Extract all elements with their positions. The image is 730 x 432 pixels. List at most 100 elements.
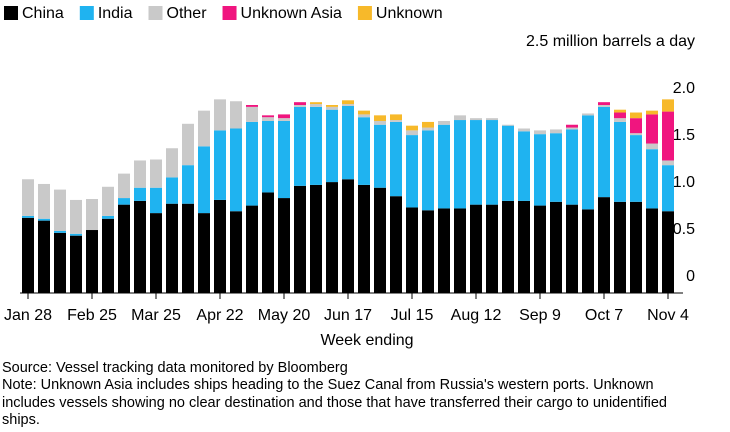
bar-segment <box>86 230 98 293</box>
bar-segment <box>182 123 194 166</box>
legend-label: Unknown Asia <box>241 5 342 22</box>
bar-segment <box>246 121 258 206</box>
bar-segment <box>662 165 674 212</box>
y-tick-label: 1.0 <box>673 174 695 191</box>
bar-segment <box>118 198 130 205</box>
bar-segment <box>630 135 642 202</box>
bar-segment <box>630 201 642 293</box>
bar-segment <box>614 118 626 122</box>
bar-segment <box>358 184 370 293</box>
bar-segment <box>54 189 66 231</box>
bar-segment <box>662 211 674 293</box>
bar-segment <box>614 112 626 119</box>
bar-segment <box>294 102 306 105</box>
bar-segment <box>598 102 610 105</box>
bar-segment <box>230 101 242 129</box>
bar-segment <box>534 205 546 293</box>
bar-segment <box>310 184 322 293</box>
bar-segment <box>102 218 114 293</box>
bar-segment <box>262 120 274 193</box>
x-tick-label: Aug 12 <box>451 307 502 324</box>
bar-segment <box>422 121 434 128</box>
bar-segment <box>518 131 530 201</box>
bar-segment <box>582 113 594 116</box>
bar-segment <box>198 213 210 293</box>
bar-segment <box>550 201 562 293</box>
legend-label: Unknown <box>376 5 443 22</box>
bar-segment <box>374 187 386 293</box>
bar-segment <box>502 125 514 201</box>
bar-segment <box>166 203 178 293</box>
bar-segment <box>278 118 290 121</box>
bar-segment <box>310 106 322 185</box>
bar-segment <box>646 114 658 144</box>
bar-segment <box>230 128 242 212</box>
bar-segment <box>438 208 450 293</box>
legend-swatch <box>79 6 94 20</box>
bar-segment <box>278 120 290 199</box>
bar-segment <box>22 179 34 216</box>
bar-segment <box>214 130 226 200</box>
bar-segment <box>86 199 98 231</box>
bar-segment <box>70 235 82 293</box>
bar-segment <box>358 114 370 118</box>
bar-segment <box>38 183 50 219</box>
bar-segment <box>614 201 626 293</box>
bar-segment <box>662 111 674 161</box>
x-tick-label: Jun 17 <box>324 307 372 324</box>
bar-segment <box>630 118 642 134</box>
bar-segment <box>102 215 114 219</box>
legend-swatch <box>4 6 18 20</box>
bar-segment <box>614 121 626 202</box>
bar-segment <box>150 187 162 214</box>
bar-segment <box>166 177 178 204</box>
bar-segment <box>662 160 674 166</box>
bar-segment <box>102 186 114 216</box>
bar-segment <box>454 208 466 293</box>
bar-segment <box>518 128 530 132</box>
bar-segment <box>294 105 306 107</box>
x-tick-label: Sep 9 <box>519 307 561 324</box>
bar-segment <box>326 109 338 183</box>
bar-segment <box>198 146 210 214</box>
bar-segment <box>70 199 82 234</box>
bar-segment <box>630 133 642 136</box>
bar-segment <box>342 105 354 180</box>
bar-segment <box>198 110 210 147</box>
bar-segment <box>486 118 498 121</box>
y-tick-label: 0.5 <box>673 221 695 238</box>
bar-segment <box>262 115 274 118</box>
bar-segment <box>566 129 578 205</box>
x-tick-label: Jan 28 <box>4 307 52 324</box>
bar-segment <box>470 204 482 293</box>
y-tick-label: 1.5 <box>673 127 695 144</box>
bar-segment <box>342 104 354 106</box>
y-tick-label: 2.0 <box>673 80 695 97</box>
bar-segment <box>54 232 66 293</box>
chart: Week ending China India Other Unknown Asia U… <box>4 5 695 349</box>
bar-segment <box>246 205 258 293</box>
bar-segment <box>118 173 130 199</box>
legend-swatch <box>148 6 163 20</box>
bar-segment <box>230 211 242 293</box>
bar-segment <box>566 204 578 293</box>
bar-segment <box>406 207 418 293</box>
bar-segment <box>246 106 258 122</box>
bar-segment <box>22 215 34 218</box>
bar-segment <box>470 120 482 205</box>
x-tick-label: Apr 22 <box>196 307 243 324</box>
bar-segment <box>486 120 498 205</box>
bar-segment <box>566 127 578 130</box>
x-tick-label: Mar 25 <box>131 307 181 324</box>
x-axis-label: Week ending <box>320 332 413 349</box>
bar-segment <box>486 204 498 293</box>
bar-segment <box>70 233 82 236</box>
bar-segment <box>390 114 402 121</box>
bar-segment <box>278 114 290 119</box>
legend-label: India <box>98 5 133 22</box>
x-tick-label: Oct 7 <box>585 307 623 324</box>
bar-segment <box>582 115 594 210</box>
bar-segment <box>566 124 578 128</box>
bar-segment <box>374 120 386 125</box>
